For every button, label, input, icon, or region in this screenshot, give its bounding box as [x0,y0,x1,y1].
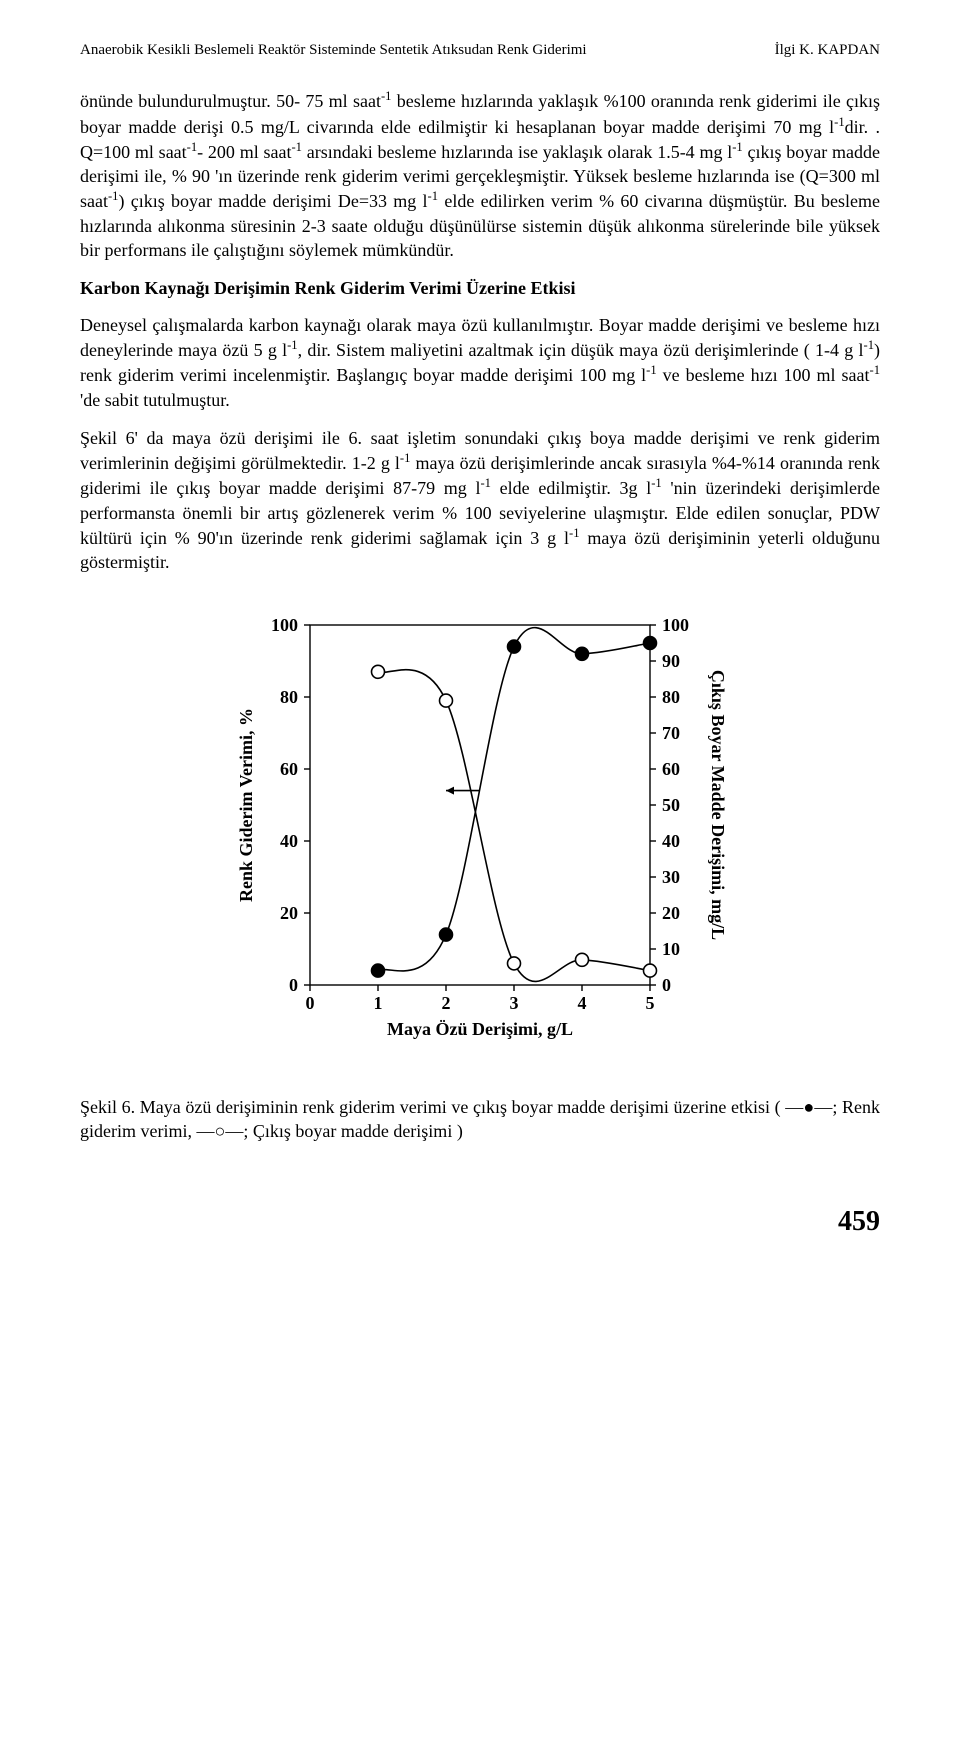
svg-text:80: 80 [280,687,298,707]
header-left: Anaerobik Kesikli Beslemeli Reaktör Sist… [80,40,587,60]
svg-text:Maya Özü Derişimi, g/L: Maya Özü Derişimi, g/L [387,1019,573,1039]
paragraph-1: önünde bulundurulmuştur. 50- 75 ml saat-… [80,88,880,262]
paragraph-3: Şekil 6' da maya özü derişimi ile 6. saa… [80,426,880,575]
svg-text:0: 0 [306,993,315,1013]
marker-renk-giderim-verimi [644,636,657,649]
svg-text:4: 4 [578,993,587,1013]
figure-6-chart: 0123450204060801000102030405060708090100… [220,605,740,1065]
section-heading: Karbon Kaynağı Derişimin Renk Giderim Ve… [80,276,880,300]
svg-text:40: 40 [662,831,680,851]
svg-text:10: 10 [662,939,680,959]
svg-text:Çıkış Boyar Madde Derişimi, mg: Çıkış Boyar Madde Derişimi, mg/L [708,670,728,940]
svg-text:3: 3 [510,993,519,1013]
arrow-head [446,786,454,794]
svg-text:2: 2 [442,993,451,1013]
svg-text:50: 50 [662,795,680,815]
figure-6-caption: Şekil 6. Maya özü derişiminin renk gider… [80,1095,880,1144]
series-line-cikis-boyar-madde [378,669,650,981]
marker-cikis-boyar-madde [576,953,589,966]
svg-text:40: 40 [280,831,298,851]
svg-text:0: 0 [289,975,298,995]
svg-text:20: 20 [662,903,680,923]
svg-text:0: 0 [662,975,671,995]
svg-text:60: 60 [280,759,298,779]
svg-text:30: 30 [662,867,680,887]
paragraph-2: Deneysel çalışmalarda karbon kaynağı ola… [80,313,880,412]
svg-text:1: 1 [374,993,383,1013]
svg-text:90: 90 [662,651,680,671]
svg-text:80: 80 [662,687,680,707]
svg-text:100: 100 [271,615,298,635]
svg-text:Renk Giderim Verimi, %: Renk Giderim Verimi, % [236,708,256,902]
marker-cikis-boyar-madde [372,665,385,678]
marker-renk-giderim-verimi [576,647,589,660]
marker-renk-giderim-verimi [508,640,521,653]
svg-text:60: 60 [662,759,680,779]
series-line-renk-giderim-verimi [378,627,650,970]
header-right: İlgi K. KAPDAN [775,40,880,60]
marker-renk-giderim-verimi [372,964,385,977]
svg-text:70: 70 [662,723,680,743]
svg-text:5: 5 [646,993,655,1013]
svg-text:100: 100 [662,615,689,635]
svg-text:20: 20 [280,903,298,923]
marker-renk-giderim-verimi [440,928,453,941]
marker-cikis-boyar-madde [440,694,453,707]
marker-cikis-boyar-madde [508,956,521,969]
page-number: 459 [80,1203,880,1241]
marker-cikis-boyar-madde [644,964,657,977]
